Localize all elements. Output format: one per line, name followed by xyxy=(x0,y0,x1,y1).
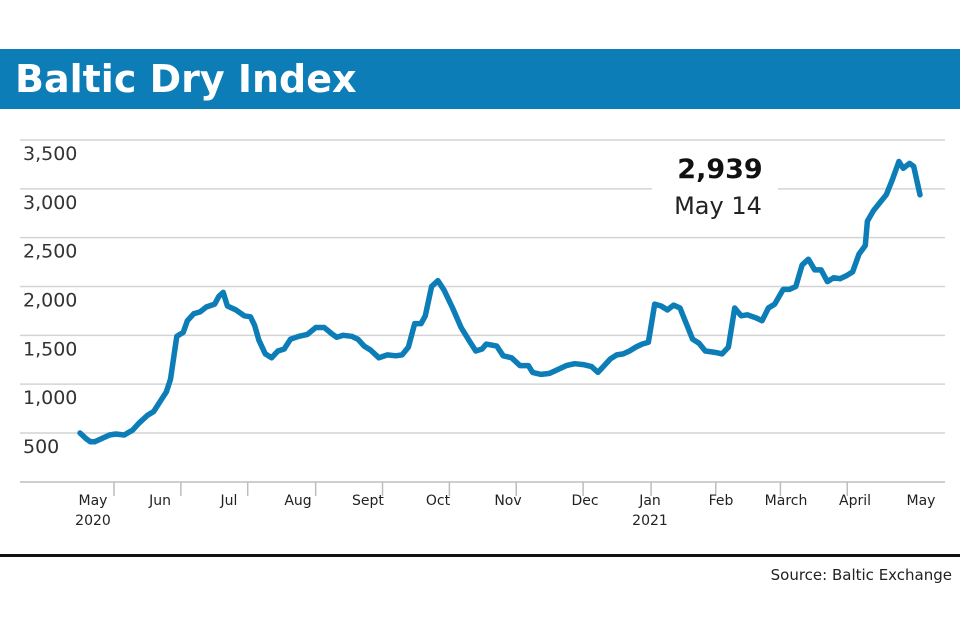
y-tick-label: 2,500 xyxy=(23,241,77,263)
annotation-value: 2,939 xyxy=(677,154,762,185)
bottom-rule xyxy=(0,554,960,557)
y-axis-tick-labels: 3,500 3,000 2,500 2,000 1,500 1,000 500 xyxy=(23,143,77,458)
annotation-backdrop xyxy=(652,144,778,226)
baltic-dry-index-line xyxy=(77,158,923,445)
x-tick-label: April xyxy=(839,493,871,509)
x-tick-label: May xyxy=(79,493,108,509)
y-tick-label: 3,500 xyxy=(23,143,77,165)
x-tick-label: Oct xyxy=(426,493,451,509)
x-tick-label: Aug xyxy=(284,493,311,509)
latest-value-annotation: 2,939 May 14 xyxy=(652,144,778,226)
chart-title: Baltic Dry Index xyxy=(15,57,357,101)
x-tick-label: Jun xyxy=(148,493,171,509)
x-tick-year-label: 2020 xyxy=(75,513,111,529)
x-tick-label: May xyxy=(907,493,936,509)
source-note: Source: Baltic Exchange xyxy=(770,566,952,584)
x-tick-label: Sept xyxy=(352,493,384,509)
title-bar xyxy=(0,49,960,109)
x-tick-year-label: 2021 xyxy=(632,513,668,529)
x-tick-label: Dec xyxy=(571,493,598,509)
y-tick-label: 3,000 xyxy=(23,192,77,214)
x-tick-label: Feb xyxy=(709,493,734,509)
y-tick-label: 2,000 xyxy=(23,290,77,312)
gridlines xyxy=(20,139,945,434)
x-tick-label: Nov xyxy=(494,493,521,509)
y-tick-label: 1,000 xyxy=(23,387,77,409)
x-tick-label: March xyxy=(765,493,808,509)
annotation-date: May 14 xyxy=(674,192,762,220)
y-tick-label: 1,500 xyxy=(23,338,77,360)
line-chart: 3,500 3,000 2,500 2,000 1,500 1,000 500 May 202… xyxy=(20,139,945,529)
x-axis: May 2020 Jun Jul Aug Sept Oct Nov Dec Jan 2021 Feb M… xyxy=(20,481,945,529)
x-tick-label: Jan xyxy=(638,493,661,509)
y-tick-label: 500 xyxy=(23,436,59,458)
x-tick-label: Jul xyxy=(220,493,238,509)
